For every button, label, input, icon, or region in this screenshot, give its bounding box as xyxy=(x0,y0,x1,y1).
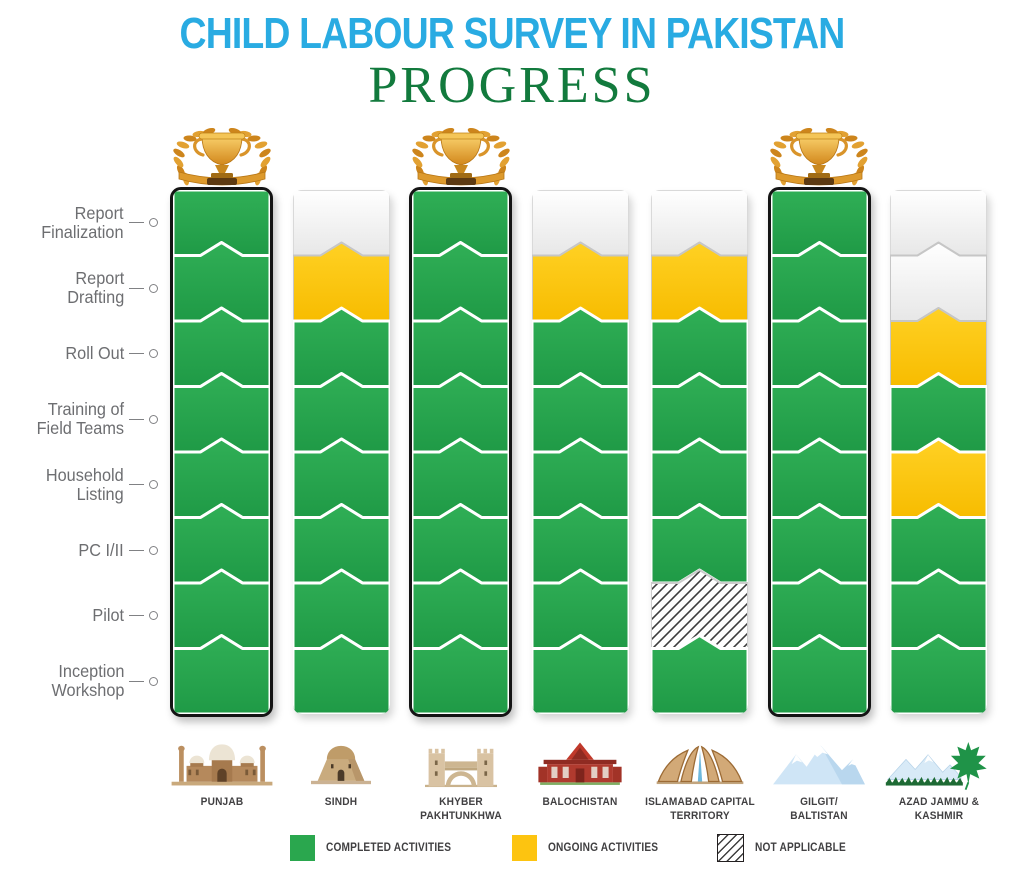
connector-line xyxy=(129,680,144,682)
activity-label-row-roll-out: Roll Out xyxy=(0,321,158,387)
connector-line xyxy=(129,484,144,486)
segment-inception-workshop-completed xyxy=(531,634,629,714)
connector-circle-icon xyxy=(149,545,158,555)
activity-label-row-household-listing: Household Listing xyxy=(0,452,158,518)
trophy-icon xyxy=(408,127,514,193)
region-label: AZAD JAMMU & KASHMIR xyxy=(898,796,979,822)
legend-item-ongoing: ONGOING ACTIVITIES xyxy=(512,835,673,861)
snow-mountain-icon xyxy=(754,736,884,792)
activity-label: PC I/II xyxy=(78,539,124,560)
region-label: KHYBER PAKHTUNKHWA xyxy=(419,796,502,822)
region-khyber-pakhtunkhwa: KHYBER PAKHTUNKHWA xyxy=(396,736,526,824)
badshahi-mosque-icon xyxy=(157,736,287,792)
mountains-chinar-leaf-icon xyxy=(874,736,1004,792)
column-body xyxy=(409,187,512,717)
progress-column-islamabad-capital-territory xyxy=(651,190,748,714)
legend-swatch-not_applicable xyxy=(717,834,745,862)
connector-line xyxy=(129,353,144,355)
region-balochistan: BALOCHISTAN xyxy=(515,736,645,810)
connector-circle-icon xyxy=(149,676,158,686)
segment-inception-workshop-completed xyxy=(412,634,509,714)
segment-inception-workshop-completed xyxy=(651,634,748,714)
legend-label: NOT APPLICABLE xyxy=(755,842,847,854)
sindh-tomb-icon xyxy=(276,736,406,792)
activity-label: Roll Out xyxy=(65,343,124,364)
progress-column-balochistan xyxy=(531,190,629,714)
legend-swatch-ongoing xyxy=(512,835,538,861)
activity-label-row-report-finalization: Report Finalization xyxy=(0,190,158,256)
activity-label-row-pc-i-ii: PC I/II xyxy=(0,518,158,584)
legend-item-not_applicable: NOT APPLICABLE xyxy=(717,834,858,862)
activity-label-row-training-of-field-teams: Training of Field Teams xyxy=(0,387,158,453)
faisal-mosque-icon xyxy=(635,736,765,792)
connector-line xyxy=(129,222,144,224)
progress-column-azad-jammu-kashmir xyxy=(890,190,987,714)
column-body xyxy=(292,190,390,714)
region-label: BALOCHISTAN xyxy=(542,796,618,808)
page-subtitle: PROGRESS xyxy=(368,57,656,114)
progress-column-khyber-pakhtunkhwa xyxy=(409,128,512,717)
khyber-gate-icon xyxy=(396,736,526,792)
activity-label-row-pilot: Pilot xyxy=(0,583,158,649)
legend-swatch-completed xyxy=(290,835,315,861)
region-label: SINDH xyxy=(324,796,358,808)
activity-label-row-inception-workshop: Inception Workshop xyxy=(0,649,158,715)
region-gilgit-baltistan: GILGIT/ BALTISTAN xyxy=(754,736,884,824)
connector-circle-icon xyxy=(149,349,158,359)
region-label: ISLAMABAD CAPITAL TERRITORY xyxy=(644,796,755,822)
legend-item-completed: COMPLETED ACTIVITIES xyxy=(290,835,468,861)
progress-column-sindh xyxy=(292,190,390,714)
region-sindh: SINDH xyxy=(276,736,406,810)
connector-line xyxy=(129,287,144,289)
activity-label: Training of Field Teams xyxy=(36,399,124,439)
region-punjab: PUNJAB xyxy=(157,736,287,810)
progress-column-punjab xyxy=(170,128,273,717)
column-body xyxy=(890,190,987,714)
ziarat-residency-icon xyxy=(515,736,645,792)
column-body xyxy=(767,187,871,717)
progress-column-gilgit-baltistan xyxy=(767,128,871,717)
page-title: CHILD LABOUR SURVEY IN PAKISTAN xyxy=(179,9,846,58)
activity-label: Report Finalization xyxy=(41,202,124,242)
activity-label: Household Listing xyxy=(46,464,124,504)
column-body xyxy=(531,190,629,714)
legend-label: COMPLETED ACTIVITIES xyxy=(326,842,452,854)
segment-inception-workshop-completed xyxy=(292,634,390,714)
column-body xyxy=(170,187,273,717)
activity-label: Pilot xyxy=(92,605,124,626)
connector-circle-icon xyxy=(149,218,158,228)
column-body xyxy=(651,190,748,714)
region-label: PUNJAB xyxy=(200,796,243,808)
segment-inception-workshop-completed xyxy=(770,634,868,714)
connector-circle-icon xyxy=(149,283,158,293)
activity-label-row-report-drafting: Report Drafting xyxy=(0,256,158,322)
region-azad-jammu-kashmir: AZAD JAMMU & KASHMIR xyxy=(874,736,1004,824)
legend-label: ONGOING ACTIVITIES xyxy=(548,842,659,854)
region-islamabad-capital-territory: ISLAMABAD CAPITAL TERRITORY xyxy=(635,736,765,824)
legend: COMPLETED ACTIVITIES ONGOING ACTIVITIES NO… xyxy=(290,834,859,862)
trophy-icon xyxy=(766,127,872,193)
connector-circle-icon xyxy=(149,611,158,621)
activity-label: Report Drafting xyxy=(67,268,124,308)
connector-circle-icon xyxy=(149,414,158,424)
segment-inception-workshop-completed xyxy=(173,634,270,714)
region-label: GILGIT/ BALTISTAN xyxy=(790,796,848,822)
segment-inception-workshop-completed xyxy=(890,634,987,714)
connector-circle-icon xyxy=(149,480,158,490)
connector-line xyxy=(129,549,144,551)
connector-line xyxy=(129,615,144,617)
trophy-icon xyxy=(169,127,275,193)
connector-line xyxy=(129,418,144,420)
activity-label: Inception Workshop xyxy=(51,661,125,701)
